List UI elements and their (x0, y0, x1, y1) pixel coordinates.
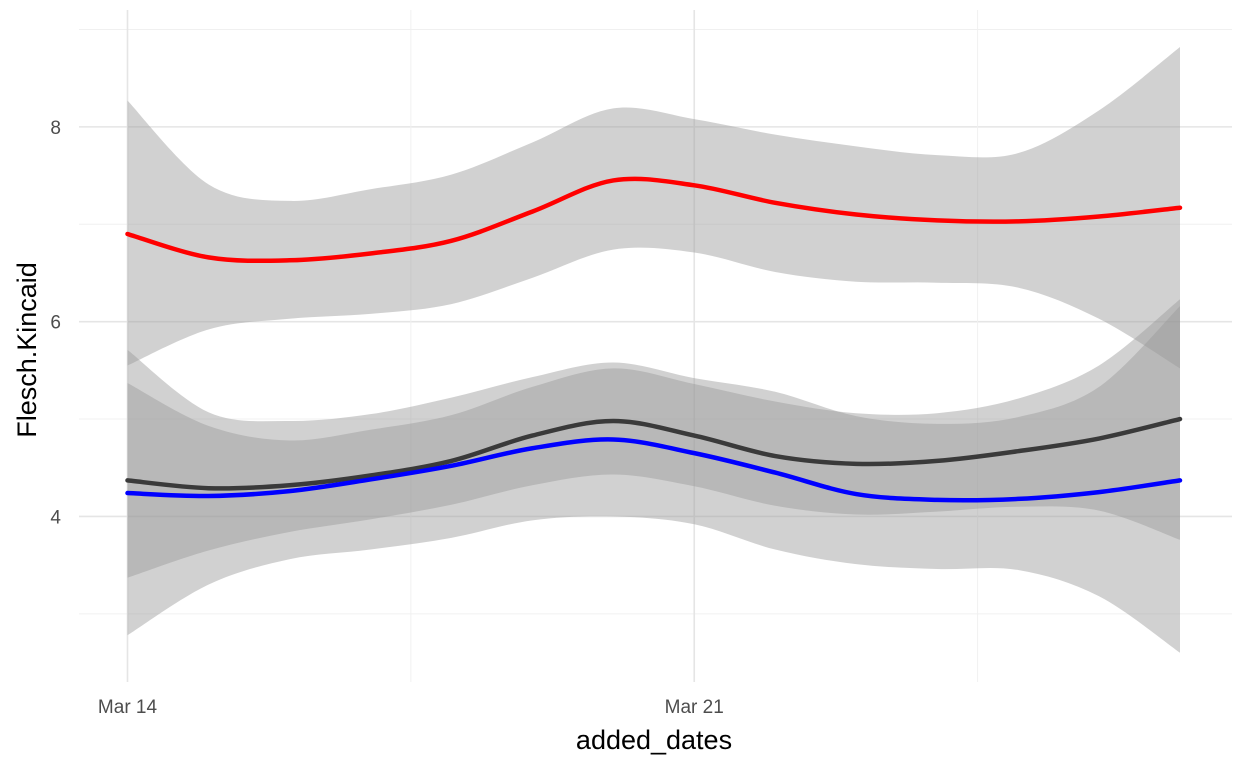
trend-line-1 (125, 176, 1183, 264)
x-tick-label: Mar 21 (665, 697, 724, 718)
confidence-band-2 (127, 299, 1180, 578)
tick-labels: 4 6 8 Mar 14 Mar 21 (50, 118, 723, 718)
trend-line-2 (125, 416, 1183, 491)
x-axis-title: added_dates (576, 725, 732, 755)
trend-lines (125, 176, 1183, 503)
confidence-bands (127, 47, 1180, 653)
confidence-band-3 (127, 306, 1180, 653)
y-tick-label: 8 (50, 118, 61, 139)
trend-line-3 (125, 437, 1183, 503)
y-tick-label: 6 (50, 313, 61, 334)
grid (79, 10, 1232, 682)
y-axis-title: Flesch.Kincaid (12, 262, 42, 438)
confidence-band-1 (127, 47, 1180, 369)
x-tick-label: Mar 14 (98, 697, 158, 718)
y-tick-label: 4 (50, 507, 61, 528)
